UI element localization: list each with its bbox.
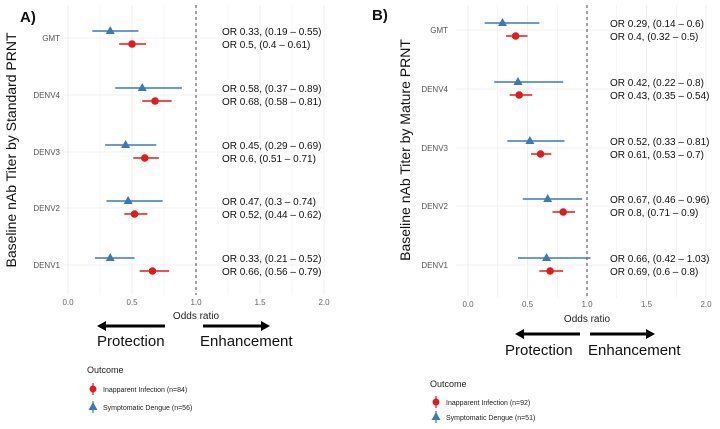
x-axis-label: Odds ratio <box>173 311 220 322</box>
or-label: OR 0.5, (0.4 – 0.61) <box>222 40 310 51</box>
x-tick-label: 0.5 <box>126 298 138 307</box>
point-triangle <box>525 136 535 144</box>
category-label: DENV3 <box>421 144 448 153</box>
legend-label: Symptomatic Dengue (n=56) <box>103 405 192 412</box>
legend-key-circle <box>89 385 97 393</box>
or-label: OR 0.52, (0.44 – 0.62) <box>222 210 322 221</box>
legend-label: Symptomatic Dengue (n=51) <box>446 415 535 422</box>
enhancement-label: Enhancement <box>588 342 681 359</box>
panel-label: A) <box>20 9 36 26</box>
category-label: DENV2 <box>421 202 448 211</box>
x-tick-label: 1.5 <box>641 300 653 309</box>
or-label: OR 0.4, (0.32 – 0.5) <box>610 32 698 43</box>
panel-label: B) <box>372 7 388 24</box>
enhancement-arrow <box>590 329 655 339</box>
category-label: GMT <box>430 26 448 35</box>
legend: Outcome Inapparent Infection (n=84) Sympto… <box>87 365 192 413</box>
or-label: OR 0.67, (0.46 – 0.96) <box>610 195 710 206</box>
or-label: OR 0.52, (0.33 – 0.81) <box>610 137 710 148</box>
x-tick-label: 1.5 <box>254 298 266 307</box>
arrow-head <box>646 329 655 339</box>
x-tick-label: 0.0 <box>462 300 474 309</box>
point-circle <box>515 91 523 99</box>
or-label: OR 0.66, (0.42 – 1.03) <box>610 254 710 265</box>
x-tick-label: 1.0 <box>581 300 593 309</box>
x-tick-label: 1.0 <box>190 298 202 307</box>
or-label: OR 0.43, (0.35 – 0.54) <box>610 91 710 102</box>
point-circle <box>130 210 139 218</box>
point-circle <box>559 208 567 216</box>
point-triangle <box>542 253 552 261</box>
x-tick-label: 2.0 <box>700 300 712 309</box>
category-label: DENV2 <box>33 204 60 213</box>
enhancement-arrow <box>203 321 270 331</box>
point-triangle <box>123 196 133 204</box>
point-triangle <box>513 77 523 85</box>
point-circle <box>546 267 554 275</box>
or-label: OR 0.66, (0.56 – 0.79) <box>222 267 322 278</box>
legend-key-triangle <box>431 412 441 420</box>
or-label: OR 0.33, (0.21 – 0.52) <box>222 254 322 265</box>
x-tick-label: 2.0 <box>318 298 330 307</box>
category-label: DENV1 <box>33 261 60 270</box>
point-triangle <box>498 18 508 26</box>
or-label: OR 0.45, (0.29 – 0.69) <box>222 141 322 152</box>
category-label: GMT <box>42 34 60 43</box>
category-label: DENV3 <box>33 148 60 157</box>
legend: Outcome Inapparent Infection (n=92) Sympto… <box>430 379 535 423</box>
panel-a: 0.0 0.5 1.0 1.5 2.0 GMT DENV4 DENV3 DENV2 DENV1 Od… <box>3 5 330 413</box>
or-label: OR 0.58, (0.37 – 0.89) <box>222 84 322 95</box>
legend-title: Outcome <box>430 379 467 389</box>
y-axis-label: Baseline nAb Titer by Mature PRNT <box>397 39 413 261</box>
point-circle <box>128 40 136 48</box>
category-label: DENV1 <box>421 261 448 270</box>
or-label: OR 0.33, (0.19 – 0.55) <box>222 27 322 38</box>
arrow-head <box>515 329 524 339</box>
or-label: OR 0.61, (0.53 – 0.7) <box>610 150 704 161</box>
or-label: OR 0.8, (0.71 – 0.9) <box>610 208 698 219</box>
point-circle <box>141 154 149 162</box>
point-circle <box>148 267 157 275</box>
or-label: OR 0.68, (0.58 – 0.81) <box>222 97 322 108</box>
category-label: DENV4 <box>421 85 448 94</box>
protection-label: Protection <box>97 333 165 350</box>
point-circle <box>511 32 520 40</box>
point-triangle <box>543 194 553 202</box>
or-label: OR 0.69, (0.6 – 0.8) <box>610 267 698 278</box>
or-label: OR 0.47, (0.3 – 0.74) <box>222 197 316 208</box>
arrow-head <box>97 321 106 331</box>
legend-key-triangle <box>88 402 98 410</box>
arrow-head <box>261 321 270 331</box>
point-triangle <box>105 253 115 261</box>
legend-label: Inapparent Infection (n=92) <box>446 400 530 407</box>
y-axis-label: Baseline nAb Titer by Standard PRNT <box>3 32 19 267</box>
point-triangle <box>105 26 115 34</box>
point-triangle <box>137 83 147 91</box>
or-label: OR 0.42, (0.22 – 0.8) <box>610 78 704 89</box>
legend-key-circle <box>432 398 440 406</box>
legend-title: Outcome <box>87 365 124 375</box>
category-label: DENV4 <box>33 91 60 100</box>
point-triangle <box>121 140 131 148</box>
x-tick-label: 0.5 <box>522 300 534 309</box>
legend-label: Inapparent Infection (n=84) <box>103 387 187 394</box>
point-circle <box>536 150 545 158</box>
protection-label: Protection <box>505 342 573 359</box>
x-axis-label: Odds ratio <box>564 314 611 325</box>
or-label: OR 0.6, (0.51 – 0.71) <box>222 154 316 165</box>
panel-b: 0.0 0.5 1.0 1.5 2.0 GMT DENV4 DENV3 DENV2 DENV1 Od… <box>372 5 712 423</box>
point-circle <box>151 97 159 105</box>
enhancement-label: Enhancement <box>200 333 293 350</box>
protection-arrow <box>515 329 580 339</box>
x-tick-label: 0.0 <box>62 298 74 307</box>
protection-arrow <box>97 321 165 331</box>
or-label: OR 0.29, (0.14 – 0.6) <box>610 19 704 30</box>
